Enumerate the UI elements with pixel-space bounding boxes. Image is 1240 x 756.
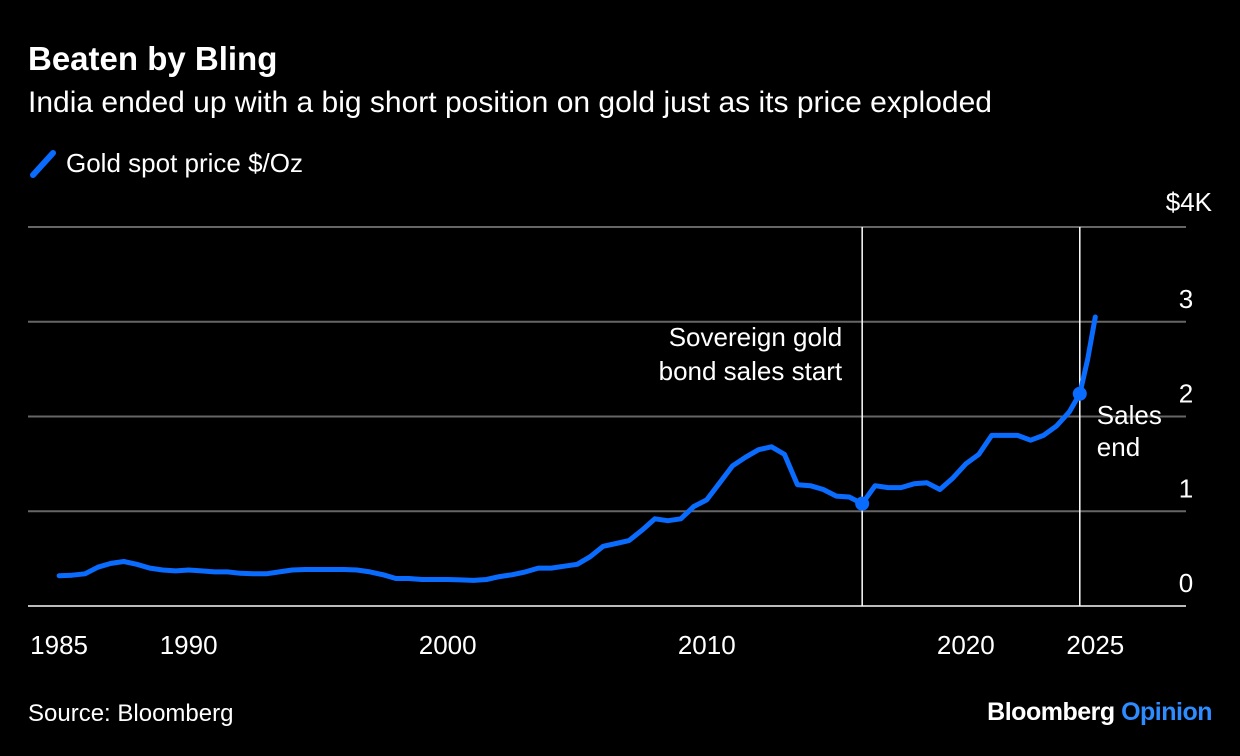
annotation-lines [861, 227, 1081, 606]
x-tick-label: 2010 [678, 630, 736, 660]
annotation-label: Sovereign gold [669, 322, 842, 352]
legend-label: Gold spot price $/Oz [66, 148, 303, 178]
y-tick-label: 1 [1179, 473, 1193, 503]
legend-swatch-icon [30, 149, 56, 178]
grid-lines [28, 226, 1186, 607]
annotation-label: Sales [1097, 400, 1162, 430]
x-tick-label: 2020 [937, 630, 995, 660]
chart-subtitle: India ended up with a big short position… [28, 86, 992, 119]
source-note: Source: Bloomberg [28, 700, 234, 727]
x-tick-label: 1985 [30, 630, 88, 660]
annotation-point [1072, 386, 1087, 401]
annotation-point [855, 496, 870, 511]
y-tick-label: 0 [1179, 568, 1193, 598]
series-group [56, 314, 1098, 583]
x-tick-label: 2000 [419, 630, 477, 660]
annotation-points [855, 386, 1087, 511]
legend: Gold spot price $/Oz [28, 148, 303, 179]
series-line [56, 314, 1098, 583]
annotation-label: bond sales start [659, 356, 843, 386]
y-tick-label: 2 [1179, 379, 1193, 409]
x-tick-label: 1990 [160, 630, 218, 660]
brand-accent: Opinion [1121, 698, 1212, 726]
annotation-label: end [1097, 432, 1140, 462]
x-tick-label: 2025 [1066, 630, 1124, 660]
y-tick-label: 3 [1179, 284, 1193, 314]
tick-labels: 0 1 2 3 $4K 1985 1990 2000 2010 2020 2025 [30, 187, 1212, 660]
y-tick-label: $4K [1166, 187, 1213, 217]
brand-logo: Bloomberg Opinion [987, 698, 1212, 727]
chart-title: Beaten by Bling [28, 40, 278, 77]
brand-main: Bloomberg [987, 698, 1115, 726]
